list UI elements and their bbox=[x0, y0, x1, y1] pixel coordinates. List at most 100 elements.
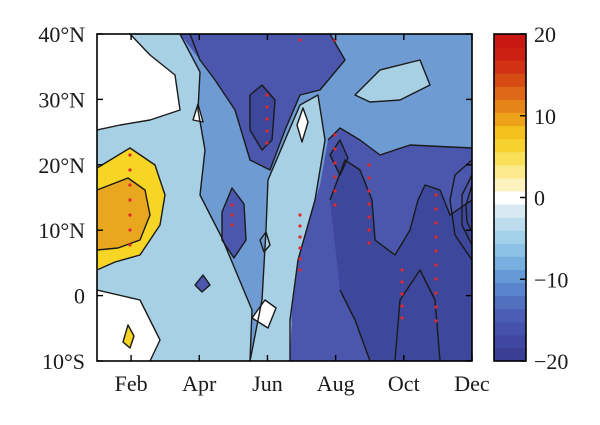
contour-line bbox=[296, 107, 309, 143]
colorbar-swatch bbox=[494, 112, 526, 127]
significance-dot bbox=[298, 213, 302, 217]
colorbar-swatch bbox=[494, 256, 526, 270]
colorbar-axis: −20 −10 0 10 20 bbox=[520, 22, 568, 374]
significance-dot bbox=[265, 129, 269, 133]
contour-line bbox=[221, 187, 247, 259]
y-axis: 10°S 0 10°N 20°N 30°N 40°N bbox=[38, 22, 472, 374]
significance-dot bbox=[434, 221, 438, 225]
significance-dot bbox=[230, 213, 234, 217]
colorbar-swatch bbox=[494, 60, 526, 74]
contour-line bbox=[194, 274, 211, 293]
contour-region-orange bbox=[97, 178, 150, 250]
significance-dots bbox=[128, 38, 438, 323]
colorbar-swatch bbox=[494, 86, 526, 100]
colorbar-tick-label: −10 bbox=[534, 267, 568, 292]
colorbar-swatch bbox=[494, 125, 526, 140]
significance-dot bbox=[298, 224, 302, 228]
colorbar-tick-label: −20 bbox=[534, 349, 568, 374]
colorbar-swatch bbox=[494, 99, 526, 113]
contour-line bbox=[249, 94, 326, 361]
contour-line bbox=[97, 147, 166, 271]
contour-line bbox=[465, 184, 472, 233]
significance-dot bbox=[434, 235, 438, 239]
significance-dot bbox=[400, 316, 404, 320]
contour-line bbox=[329, 139, 349, 176]
colorbar-swatch bbox=[494, 177, 526, 192]
significance-dot bbox=[400, 292, 404, 296]
colorbar-swatch bbox=[494, 295, 526, 310]
significance-dot bbox=[400, 268, 404, 272]
contour-region-dark-jun bbox=[250, 85, 275, 150]
contour-line bbox=[461, 174, 472, 246]
colorbar-swatch bbox=[494, 282, 526, 297]
contour-lines bbox=[97, 34, 472, 361]
y-tick-label: 10°N bbox=[38, 218, 85, 243]
x-tick-label: Apr bbox=[182, 371, 217, 396]
colorbar-swatch bbox=[494, 230, 526, 244]
y-tick-label: 0 bbox=[74, 284, 85, 309]
significance-dot bbox=[333, 161, 337, 165]
significance-dot bbox=[367, 241, 371, 245]
contour-region-dark-nov-north bbox=[425, 155, 472, 190]
significance-dot bbox=[434, 277, 438, 281]
colorbar-swatch bbox=[494, 334, 526, 349]
significance-dot bbox=[333, 175, 337, 179]
colorbar-swatch bbox=[494, 34, 526, 48]
significance-dot bbox=[434, 207, 438, 211]
x-tick-label: Oct bbox=[388, 371, 420, 396]
contour-line bbox=[97, 177, 151, 251]
significance-dot bbox=[230, 223, 234, 227]
colorbar-swatch bbox=[494, 308, 526, 323]
plot-frame bbox=[96, 33, 473, 362]
significance-dot bbox=[333, 147, 337, 151]
contour-line bbox=[329, 159, 472, 256]
contour-line bbox=[122, 324, 135, 349]
colorbar-swatch bbox=[494, 243, 526, 257]
contour-line bbox=[97, 34, 181, 131]
colorbar-swatch bbox=[494, 151, 526, 166]
contour-line bbox=[449, 159, 472, 261]
significance-dot bbox=[367, 163, 371, 167]
y-tick-label: 10°S bbox=[42, 349, 85, 374]
significance-dot bbox=[265, 93, 269, 97]
significance-dot bbox=[230, 203, 234, 207]
contour-line bbox=[179, 34, 253, 361]
significance-dot bbox=[367, 228, 371, 232]
colorbar-swatch bbox=[494, 321, 526, 336]
y-tick-label: 40°N bbox=[38, 22, 85, 47]
significance-dot bbox=[128, 213, 132, 217]
x-tick-label: Feb bbox=[115, 371, 148, 396]
colorbar-swatch bbox=[494, 73, 526, 87]
significance-dot bbox=[333, 189, 337, 193]
significance-dot bbox=[333, 133, 337, 137]
significance-dot bbox=[298, 235, 302, 239]
significance-dot bbox=[128, 198, 132, 202]
colorbar-tick-label: 20 bbox=[534, 22, 556, 47]
colorbar-tick-label: 0 bbox=[534, 186, 545, 211]
significance-dot bbox=[333, 203, 337, 207]
y-tick-label: 20°N bbox=[38, 153, 85, 178]
colorbar-swatch bbox=[494, 190, 526, 205]
significance-dot bbox=[128, 153, 132, 157]
significance-dot bbox=[367, 189, 371, 193]
significance-dot bbox=[128, 183, 132, 187]
x-tick-label: Aug bbox=[317, 371, 355, 396]
significance-dot bbox=[367, 176, 371, 180]
colorbar-tick-label: 10 bbox=[534, 104, 556, 129]
colorbar-swatch bbox=[494, 204, 526, 218]
significance-dot bbox=[434, 249, 438, 253]
colorbar-swatch bbox=[494, 164, 526, 179]
colorbar-swatch bbox=[494, 217, 526, 231]
contour-line bbox=[327, 127, 472, 156]
contour-region-white-west bbox=[97, 34, 180, 130]
contour-region-light-central bbox=[250, 95, 325, 361]
colorbar-swatch bbox=[494, 138, 526, 153]
colorbar-swatch bbox=[494, 347, 526, 362]
contour-field bbox=[97, 34, 472, 361]
significance-dot bbox=[298, 246, 302, 250]
significance-dot bbox=[265, 117, 269, 121]
significance-dot bbox=[298, 268, 302, 272]
contour-line bbox=[249, 84, 276, 151]
significance-dot bbox=[128, 168, 132, 172]
